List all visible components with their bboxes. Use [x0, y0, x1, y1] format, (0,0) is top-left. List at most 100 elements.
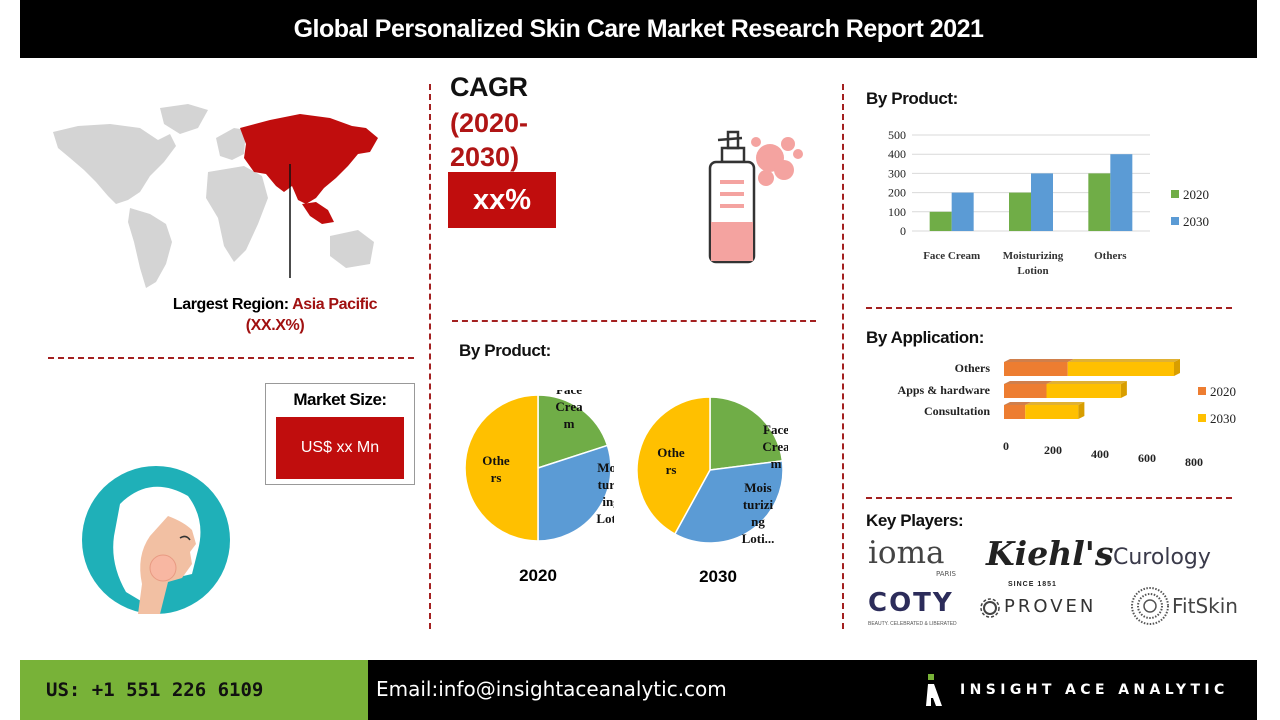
- divider-right: [842, 84, 844, 629]
- pie-slice-label: turizi: [743, 497, 774, 512]
- pie-slice-label: Lot...: [596, 511, 614, 526]
- app-bar-2020: [1004, 362, 1068, 376]
- app-ytick-label: Others: [955, 361, 991, 375]
- footer-phone: US: +1 551 226 6109: [20, 660, 368, 720]
- logo-proven: PROVEN: [1004, 596, 1097, 617]
- logo-ioma-sub: PARIS: [936, 570, 956, 578]
- logo-curology: Curology: [1113, 545, 1211, 570]
- proven-gear-icon: [980, 598, 1000, 618]
- logo-ioma: ioma: [868, 535, 945, 571]
- pie-slice-label: m: [771, 456, 782, 471]
- bar-ytick-label: 100: [888, 205, 906, 219]
- pie-slice-label: Mois: [744, 480, 771, 495]
- app-bar-top: [1046, 381, 1127, 384]
- logo-kiehls: Kiehl's: [986, 534, 1114, 573]
- bar-ytick-label: 500: [888, 128, 906, 142]
- bar-2030: [1110, 154, 1133, 231]
- lotion-bottle-icon: [708, 130, 803, 264]
- legend-swatch: [1171, 190, 1179, 198]
- footer-email[interactable]: Email:info@insightaceanalytic.com: [376, 677, 727, 701]
- bar-xtick-label: Lotion: [1017, 265, 1048, 277]
- pie-slice-label: m: [564, 416, 575, 431]
- divider-h3: [866, 307, 1232, 309]
- bar-2020: [929, 211, 952, 231]
- app-bar-2030: [1046, 384, 1121, 398]
- bar-xtick-label: Others: [1094, 250, 1127, 262]
- app-bar-2020: [1004, 384, 1047, 398]
- pie-slice-label: rs: [491, 470, 502, 485]
- page-title: Global Personalized Skin Care Market Res…: [20, 0, 1257, 58]
- fitskin-ring-icon: [1131, 587, 1169, 625]
- pie-slice-label: turiz: [598, 477, 614, 492]
- pie-slice: [537, 444, 612, 542]
- logo-fitskin: FitSkin: [1172, 594, 1238, 618]
- region-value-text: Asia Pacific (XX.X%): [245, 296, 378, 334]
- bar-ytick-label: 300: [888, 166, 906, 180]
- app-bar-top: [1004, 402, 1032, 405]
- logo-kiehls-sub: SINCE 1851: [1008, 581, 1057, 588]
- legend-label: 2020: [1210, 384, 1236, 399]
- app-ytick-label: Apps & hardware: [898, 383, 991, 397]
- pie-2020-label: 2020: [519, 566, 557, 585]
- pie-slice-label: Crea: [555, 399, 583, 414]
- pie-section-title: By Product:: [459, 341, 551, 360]
- pie-slice: [464, 394, 539, 542]
- market-size-title: Market Size:: [293, 390, 387, 409]
- pie-slice-label: Face: [556, 390, 582, 397]
- app-bar-side: [1078, 402, 1085, 419]
- bar-ytick-label: 400: [888, 147, 906, 161]
- legend-swatch: [1198, 387, 1206, 395]
- app-xtick-label: 0: [1003, 439, 1009, 453]
- pie-slice-label: rs: [666, 462, 677, 477]
- bar-2030: [951, 192, 974, 231]
- logo-coty-sub: BEAUTY. CELEBRATED & LIBERATED: [868, 621, 957, 627]
- legend-label: 2020: [1183, 187, 1209, 202]
- largest-region-label: Largest Region: Asia Pacific (XX.X%): [150, 294, 400, 336]
- market-size-panel: [265, 383, 415, 485]
- bar-xtick-label: Face Cream: [923, 250, 980, 262]
- pie-slice-label: Face: [763, 422, 788, 437]
- app-xtick-label: 800: [1185, 455, 1203, 469]
- app-bar-side: [1120, 381, 1127, 398]
- pie-slice-label: Othe: [657, 445, 685, 460]
- app-bar-top: [1004, 381, 1053, 384]
- application-chart-title: By Application:: [866, 328, 985, 347]
- pie-slice-label: ing: [602, 494, 614, 509]
- legend-label: 2030: [1183, 214, 1209, 229]
- pie-slice-label: Loti...: [742, 531, 775, 546]
- logo-coty: COTY: [868, 588, 954, 618]
- bar-ytick-label: 0: [900, 224, 906, 238]
- app-xtick-label: 200: [1044, 443, 1062, 457]
- app-bar-top: [1067, 359, 1180, 362]
- footer-brand: INSIGHT ACE ANALYTIC: [960, 682, 1229, 698]
- app-bar-top: [1004, 359, 1074, 362]
- pie-2030-label: 2030: [699, 567, 737, 586]
- face-profile-icon: [82, 466, 230, 614]
- app-xtick-label: 400: [1091, 447, 1109, 461]
- divider-h4: [866, 497, 1232, 499]
- app-bar-top: [1025, 402, 1085, 405]
- pie-slice: [537, 394, 609, 470]
- pie-slice-label: Othe: [482, 453, 510, 468]
- app-bar-side: [1174, 359, 1180, 376]
- cagr-period: (2020-2030): [450, 108, 529, 172]
- app-xtick-label: 600: [1138, 451, 1156, 465]
- legend-label: 2030: [1210, 411, 1236, 426]
- bar-2020: [1009, 192, 1031, 231]
- pie-slice-label: ng: [751, 514, 765, 529]
- cagr-title: CAGR: [450, 72, 528, 102]
- brand-logo-icon: [926, 674, 942, 706]
- divider-h2: [452, 320, 816, 322]
- app-bar-2030: [1025, 405, 1079, 419]
- divider-left: [429, 84, 431, 629]
- app-bar-2020: [1004, 405, 1026, 419]
- key-players-title: Key Players:: [866, 511, 964, 530]
- cagr-value: xx%: [448, 172, 556, 228]
- legend-swatch: [1171, 217, 1179, 225]
- legend-swatch: [1198, 414, 1206, 422]
- divider-h1: [48, 357, 414, 359]
- bar-2020: [1088, 173, 1111, 231]
- world-map-icon: [53, 104, 378, 288]
- bar-xtick-label: Moisturizing: [1003, 250, 1064, 262]
